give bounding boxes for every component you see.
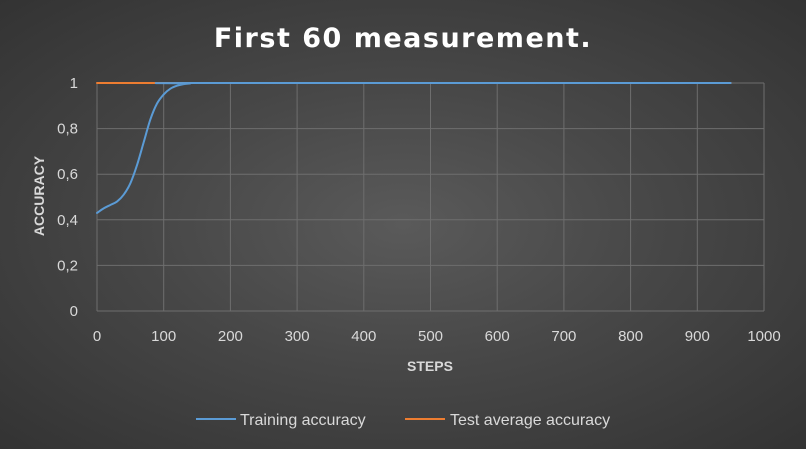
x-tick-label: 900 [685, 328, 710, 345]
x-tick-label: 800 [618, 328, 643, 345]
chart-title: First 60 measurement. [214, 23, 592, 54]
x-axis-ticks: 0 100 200 300 400 500 600 700 800 900 1000 [93, 328, 781, 345]
series-line-training-accuracy [96, 81, 732, 214]
grid [96, 82, 765, 312]
y-tick-label: 0 [70, 303, 78, 320]
x-tick-label: 500 [418, 328, 443, 345]
x-tick-label: 600 [485, 328, 510, 345]
x-tick-label: 300 [285, 328, 310, 345]
y-axis-ticks: 0 0,2 0,4 0,6 0,8 1 [57, 75, 78, 320]
legend: Training accuracy Test average accuracy [196, 412, 610, 429]
x-tick-label: 0 [93, 328, 101, 345]
y-tick-label: 1 [70, 75, 78, 92]
x-tick-label: 100 [151, 328, 176, 345]
x-tick-label: 700 [551, 328, 576, 345]
legend-label: Test average accuracy [450, 412, 610, 429]
x-axis-title: STEPS [407, 358, 453, 374]
x-tick-label: 400 [351, 328, 376, 345]
y-tick-label: 0,6 [57, 166, 78, 183]
x-tick-label: 1000 [747, 328, 780, 345]
y-tick-label: 0,4 [57, 212, 78, 229]
series-lines [96, 81, 732, 214]
y-tick-label: 0,8 [57, 121, 78, 138]
y-tick-label: 0,2 [57, 257, 78, 274]
x-tick-label: 200 [218, 328, 243, 345]
legend-label: Training accuracy [240, 412, 366, 429]
y-axis-title: ACCURACY [31, 155, 47, 236]
